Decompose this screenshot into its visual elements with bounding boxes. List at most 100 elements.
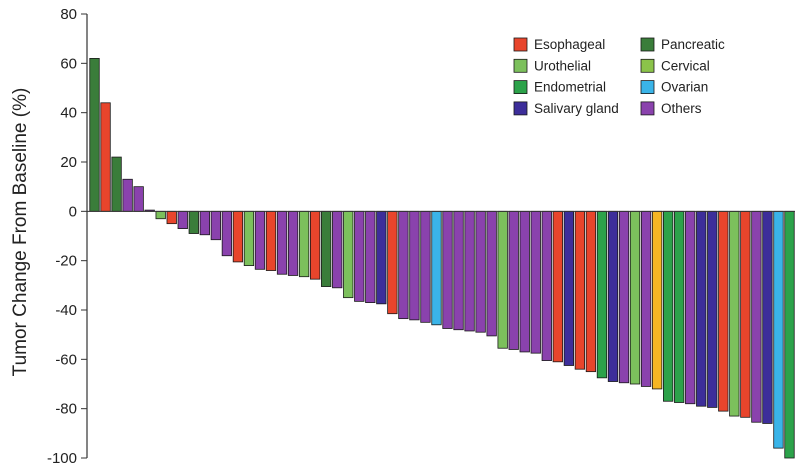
bar bbox=[420, 210, 431, 323]
legend-label: Endometrial bbox=[534, 80, 606, 95]
bar bbox=[762, 210, 773, 424]
bar bbox=[210, 210, 222, 241]
bar bbox=[431, 210, 442, 326]
bar bbox=[563, 210, 575, 366]
legend-swatch bbox=[513, 37, 528, 52]
bar bbox=[89, 58, 100, 212]
bar bbox=[343, 210, 354, 299]
legend-item: Urothelial bbox=[513, 58, 591, 73]
bar bbox=[607, 210, 619, 382]
y-tick-label: 60 bbox=[60, 55, 77, 72]
legend-item: Ovarian bbox=[640, 80, 708, 95]
legend-swatch bbox=[513, 80, 528, 94]
bar bbox=[276, 210, 288, 275]
bar bbox=[398, 210, 409, 320]
bar bbox=[497, 210, 508, 349]
bars-layer bbox=[89, 58, 795, 459]
bar bbox=[508, 210, 519, 350]
bar bbox=[751, 210, 762, 423]
bar bbox=[199, 210, 210, 236]
bar bbox=[265, 210, 277, 271]
bar bbox=[365, 210, 376, 303]
bar bbox=[718, 210, 729, 412]
legend-swatch bbox=[640, 37, 655, 52]
bar bbox=[100, 102, 111, 212]
bar bbox=[663, 210, 674, 402]
bar bbox=[287, 210, 299, 276]
bar bbox=[111, 156, 122, 212]
y-tick-label: 40 bbox=[60, 105, 77, 122]
bar bbox=[585, 210, 597, 373]
y-tick-label: -80 bbox=[55, 401, 77, 418]
y-tick-label: 0 bbox=[69, 203, 77, 220]
bar bbox=[221, 210, 233, 257]
bar bbox=[475, 210, 486, 333]
legend-label: Esophageal bbox=[534, 37, 605, 52]
bar bbox=[773, 210, 784, 449]
bar bbox=[243, 210, 255, 267]
legend-label: Ovarian bbox=[661, 80, 708, 95]
bar bbox=[177, 210, 188, 230]
bar bbox=[254, 210, 266, 270]
bar bbox=[651, 210, 663, 390]
bar bbox=[464, 210, 475, 332]
legend-label: Urothelial bbox=[534, 58, 591, 73]
bar bbox=[486, 210, 497, 337]
bar bbox=[729, 210, 740, 417]
bar bbox=[674, 210, 685, 403]
legend-label: Salivary gland bbox=[534, 101, 619, 116]
y-axis-title: Tumor Change From Baseline (%) bbox=[10, 88, 31, 377]
legend-swatch bbox=[640, 58, 655, 73]
bar bbox=[155, 210, 166, 220]
legend-label: Cervical bbox=[661, 58, 710, 73]
bar bbox=[629, 210, 641, 385]
bar bbox=[376, 210, 387, 305]
bar bbox=[298, 210, 310, 278]
y-tick-label: -20 bbox=[55, 253, 77, 270]
legend-item: Endometrial bbox=[513, 80, 606, 95]
bar bbox=[519, 210, 530, 353]
legend-swatch bbox=[640, 80, 655, 94]
bar bbox=[640, 210, 652, 387]
legend-item: Others bbox=[640, 101, 702, 116]
y-tick-label: 80 bbox=[60, 6, 77, 23]
bar bbox=[784, 210, 795, 459]
legend-swatch bbox=[513, 101, 528, 116]
bar bbox=[133, 186, 144, 212]
legend-label: Others bbox=[661, 101, 702, 116]
y-tick-label: -100 bbox=[47, 450, 77, 467]
bar bbox=[122, 178, 133, 212]
bar bbox=[188, 210, 199, 234]
bar bbox=[707, 210, 718, 408]
bar bbox=[354, 210, 365, 302]
y-tick-label: 20 bbox=[60, 154, 77, 171]
bar bbox=[387, 210, 398, 315]
bar bbox=[552, 210, 563, 363]
legend-item: Cervical bbox=[640, 58, 710, 73]
bar bbox=[321, 210, 332, 287]
legend-label: Pancreatic bbox=[661, 37, 725, 52]
bar bbox=[541, 210, 552, 361]
bar bbox=[332, 210, 343, 289]
bar bbox=[740, 210, 751, 418]
bar bbox=[409, 210, 420, 321]
legend-swatch bbox=[513, 58, 528, 73]
y-tick-label: -40 bbox=[55, 302, 77, 319]
bar bbox=[442, 210, 453, 329]
legend: Esophageal Urothelial Endometrial Salivary … bbox=[513, 37, 725, 116]
bar bbox=[685, 210, 696, 405]
bar bbox=[309, 210, 321, 280]
legend-item: Pancreatic bbox=[640, 37, 725, 52]
bar bbox=[574, 210, 586, 370]
bar bbox=[232, 210, 244, 263]
bar bbox=[596, 210, 608, 379]
bar bbox=[618, 210, 630, 384]
legend-swatch bbox=[640, 101, 655, 116]
legend-item: Esophageal bbox=[513, 37, 605, 52]
bar bbox=[696, 210, 707, 407]
legend-item: Salivary gland bbox=[513, 101, 619, 116]
bar bbox=[453, 210, 464, 331]
bar bbox=[166, 210, 177, 225]
